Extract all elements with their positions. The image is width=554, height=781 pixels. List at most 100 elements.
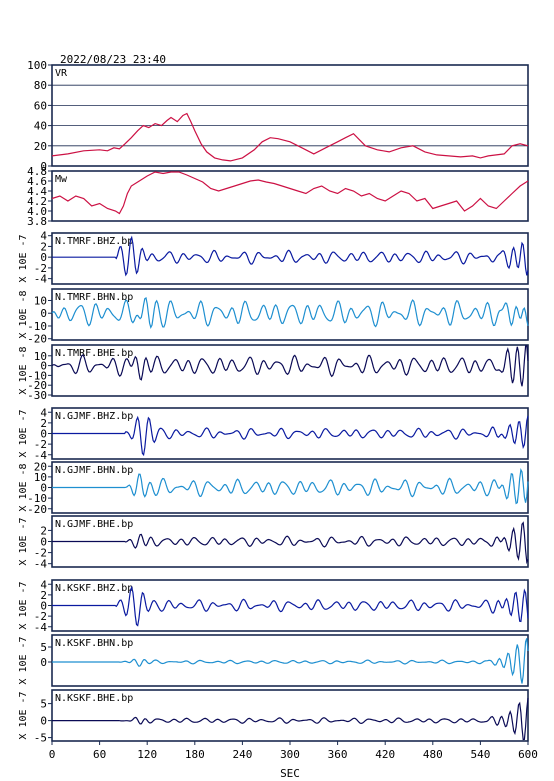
series-line [51,171,529,215]
y-tick-label: 40 [34,120,47,133]
y-tick-label: 4.6 [27,175,47,188]
y-tick-label: 0 [40,715,47,728]
y-tick-label: 4.2 [27,195,47,208]
panel-mw: 3.84.04.24.44.64.8 Mw [27,165,529,228]
y-tick-label: 2 [40,417,47,430]
y-tick-label: 4.0 [27,205,47,218]
panel-name: N.GJMF.BHN.bp [55,465,133,476]
y-tick-label: 0 [40,428,47,441]
panel-name: N.KSKF.BHN.bp [55,638,133,649]
y-tick-label: 10 [34,471,47,484]
y-tick-label: -20 [27,379,47,392]
x-tick-label: 120 [137,748,157,761]
y-tick-label: 4 [40,406,47,419]
x-tick-label: 300 [280,748,300,761]
panel-name: Mw [55,174,68,185]
panel-frame [51,232,529,285]
y-tick-label: -4 [34,558,48,571]
y-tick-label: 3.8 [27,215,47,228]
y-axis-label: X 10E -7 [18,517,29,565]
y-tick-label: -2 [34,547,47,560]
y-tick-label: 0 [40,536,47,549]
y-tick-label: 2 [40,240,47,253]
series-line [52,235,529,277]
panel-name: N.TMRF.BHE.bp [55,348,133,359]
y-tick-label: 4 [40,230,47,243]
panel-frame [51,64,529,167]
panel-name: N.TMRF.BHZ.bp [55,236,133,247]
y-tick-label: -10 [27,369,47,382]
panel-n-gjmf-bhe-bp: -4-202 N.GJMF.BHE.bp X 10E -7 [18,515,529,571]
y-tick-label: 2 [40,589,47,602]
y-tick-label: 10 [34,294,47,307]
y-tick-label: -2 [34,438,47,451]
y-tick-label: 20 [34,460,47,473]
panel-n-kskf-bhn-bp: 0 5 N.KSKF.BHN.bp X 10E -7 [18,634,529,687]
x-axis-label: SEC [280,767,300,780]
panels-group: 020406080100VR3.84.04.24.44.64.8Mw-4-202… [18,59,529,745]
y-tick-label: 4 [40,578,47,591]
y-axis-label: X 10E -7 [18,691,29,739]
y-tick-label: 5 [40,641,47,654]
panel-frame [51,170,529,222]
series-line [52,468,529,505]
x-tick-label: 540 [470,748,490,761]
panel-frame [51,344,529,397]
x-tick-label: 0 [49,748,56,761]
panel-name: N.TMRF.BHN.bp [55,292,133,303]
y-axis-label: X 10E -8 [18,463,29,511]
x-tick-label: 420 [375,748,395,761]
y-tick-label: 0 [40,307,47,320]
y-tick-label: 60 [34,99,47,112]
y-tick-label: 20 [34,140,47,153]
panel-frame [51,288,529,341]
x-tick-label: 480 [423,748,443,761]
y-axis-label: X 10E -7 [18,636,29,684]
y-axis-label: X 10E -8 [18,346,29,394]
y-tick-label: 0 [40,656,47,669]
y-tick-label: -4 [34,621,48,634]
series-line [52,638,529,684]
series-line [52,521,529,565]
y-tick-label: 10 [34,350,47,363]
y-tick-label: 80 [34,79,47,92]
series-line [51,345,529,387]
y-tick-label: 0 [40,600,47,613]
y-tick-label: -20 [27,503,47,516]
y-tick-label: -20 [27,333,47,346]
y-axis-label: X 10E -7 [18,581,29,629]
series-line [51,297,529,330]
y-tick-label: -5 [34,732,47,745]
x-tick-label: 180 [185,748,205,761]
series-line [51,112,529,162]
y-tick-label: 2 [40,524,47,537]
y-tick-label: -30 [27,389,47,402]
panel-name: N.KSKF.BHE.bp [55,693,133,704]
series-line [52,585,529,627]
x-axis-ticks: 0 60 120 180 240 300 360 420 480 540 600 [49,741,538,761]
panel-name: N.GJMF.BHZ.bp [55,411,133,422]
y-axis-label: X 10E -7 [18,234,29,282]
x-tick-label: 360 [328,748,348,761]
series-line [52,415,529,457]
y-tick-label: -4 [34,449,48,462]
panel-frame [51,634,529,687]
y-tick-label: -2 [34,610,47,623]
y-tick-label: 100 [27,59,47,72]
y-axis-label: X 10E -7 [18,409,29,457]
panel-vr: 0 20 40 60 80 100 VR [27,59,529,173]
y-tick-label: -2 [34,262,47,275]
y-axis-label: X 10E -8 [18,290,29,338]
x-tick-label: 60 [93,748,106,761]
series-line [52,697,529,741]
y-tick-label: 0 [40,251,47,264]
y-tick-label: -10 [27,492,47,505]
y-tick-label: -10 [27,320,47,333]
x-tick-label: 240 [232,748,252,761]
